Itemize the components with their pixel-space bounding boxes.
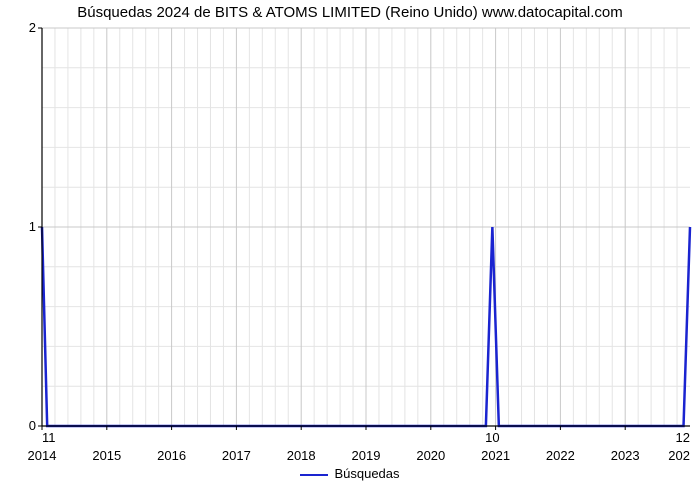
chart-title: Búsquedas 2024 de BITS & ATOMS LIMITED (… (0, 4, 700, 21)
chart-container: Búsquedas 2024 de BITS & ATOMS LIMITED (… (0, 0, 700, 500)
legend-label: Búsquedas (334, 466, 399, 481)
chart-svg (42, 28, 690, 426)
point-value-label: 11 (42, 430, 56, 445)
x-tick-label: 2017 (222, 448, 251, 463)
legend: Búsquedas (0, 466, 700, 481)
y-tick-label: 1 (12, 219, 36, 234)
y-tick-label: 2 (12, 20, 36, 35)
x-tick-label: 2015 (92, 448, 121, 463)
point-value-label: 12 (676, 430, 690, 445)
legend-swatch (300, 474, 328, 476)
plot-area (42, 28, 690, 426)
x-tick-label: 2018 (287, 448, 316, 463)
x-tick-label: 2014 (28, 448, 57, 463)
x-tick-label: 2021 (481, 448, 510, 463)
x-tick-label: 2020 (416, 448, 445, 463)
x-tick-label: 2023 (611, 448, 640, 463)
x-tick-label: 202 (668, 448, 690, 463)
x-tick-label: 2019 (352, 448, 381, 463)
point-value-label: 10 (485, 430, 499, 445)
x-tick-label: 2022 (546, 448, 575, 463)
y-tick-label: 0 (12, 418, 36, 433)
x-tick-label: 2016 (157, 448, 186, 463)
